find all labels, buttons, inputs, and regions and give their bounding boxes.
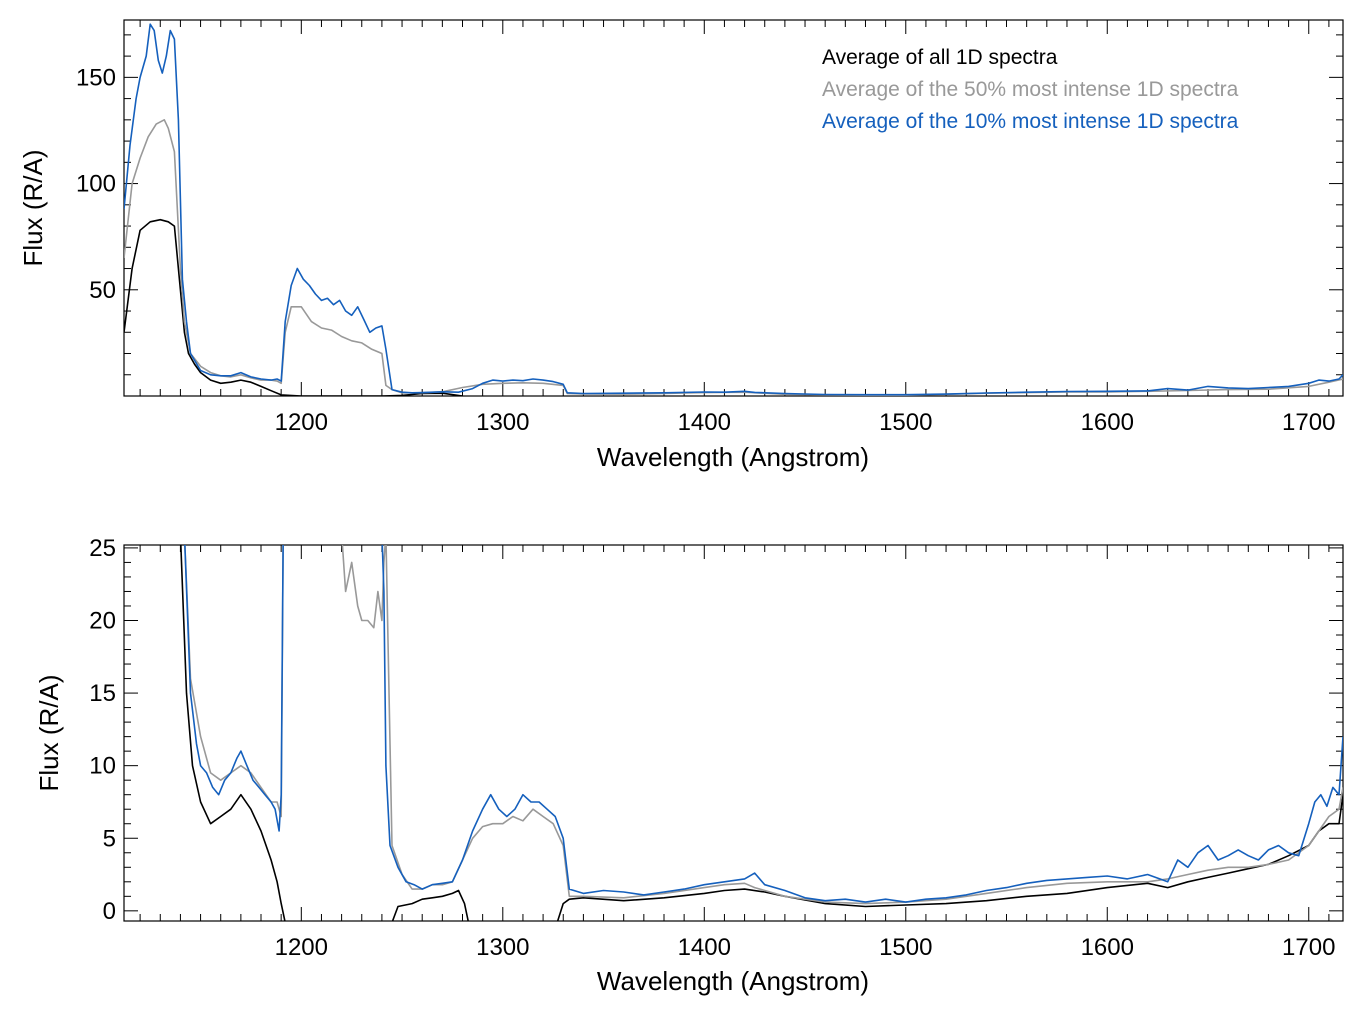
y-tick-label: 100	[76, 171, 116, 198]
x-tick-label: 1600	[1081, 934, 1134, 961]
y-tick-label: 10	[89, 753, 116, 780]
y-tick-label: 50	[89, 277, 116, 304]
bottom-y-axis-label: Flux (R/A)	[34, 675, 64, 792]
x-tick-label: 1300	[476, 409, 529, 436]
legend-entry-all: Average of all 1D spectra	[822, 46, 1058, 69]
bottom-x-axis-label: Wavelength (Angstrom)	[597, 966, 869, 996]
top-y-axis-label: Flux (R/A)	[18, 150, 48, 267]
bottom-series-group	[180, 545, 1343, 921]
bottom-tick-labels: 1200 1300 1400 1500 1600 1700 0 5 10 15 20 25	[89, 535, 1335, 961]
x-tick-label: 1200	[275, 934, 328, 961]
y-tick-label: 20	[89, 607, 116, 634]
x-tick-label: 1500	[879, 934, 932, 961]
top-series-line-50pct	[124, 119, 1343, 396]
legend-entry-50pct: Average of the 50% most intense 1D spect…	[822, 78, 1239, 101]
bottom-series-line-50pct	[184, 545, 1343, 905]
top-series-line-all	[124, 218, 463, 396]
x-tick-label: 1400	[678, 409, 731, 436]
y-tick-label: 0	[103, 898, 116, 925]
x-tick-label: 1700	[1282, 934, 1335, 961]
legend: Average of all 1D spectra Average of the…	[822, 46, 1239, 133]
legend-entry-10pct: Average of the 10% most intense 1D spect…	[822, 110, 1239, 133]
y-tick-label: 25	[89, 535, 116, 562]
x-tick-label: 1300	[476, 934, 529, 961]
top-series-group	[124, 23, 1343, 396]
top-axis-ticks	[124, 20, 1343, 397]
x-tick-label: 1700	[1282, 409, 1335, 436]
top-plot-frame	[123, 19, 1344, 397]
bottom-series-line-10pct	[184, 545, 1343, 903]
x-tick-label: 1500	[879, 409, 932, 436]
y-tick-label: 150	[76, 64, 116, 91]
top-tick-labels: 1200 1300 1400 1500 1600 1700 50 100 150	[76, 64, 1335, 436]
x-tick-label: 1600	[1081, 409, 1134, 436]
y-tick-label: 5	[103, 825, 116, 852]
x-tick-label: 1200	[275, 409, 328, 436]
bottom-axis-ticks	[124, 545, 1343, 921]
bottom-plot-frame	[123, 544, 1344, 922]
top-panel: 1200 1300 1400 1500 1600 1700 50 100 150 Wavelen…	[18, 19, 1344, 472]
x-tick-label: 1400	[678, 934, 731, 961]
bottom-series-line-all	[180, 545, 1343, 921]
top-series-line-10pct	[124, 23, 1343, 396]
y-tick-label: 15	[89, 680, 116, 707]
top-x-axis-label: Wavelength (Angstrom)	[597, 442, 869, 472]
bottom-panel: 1200 1300 1400 1500 1600 1700 0 5 10 15 20 25 Wavel…	[34, 535, 1344, 996]
